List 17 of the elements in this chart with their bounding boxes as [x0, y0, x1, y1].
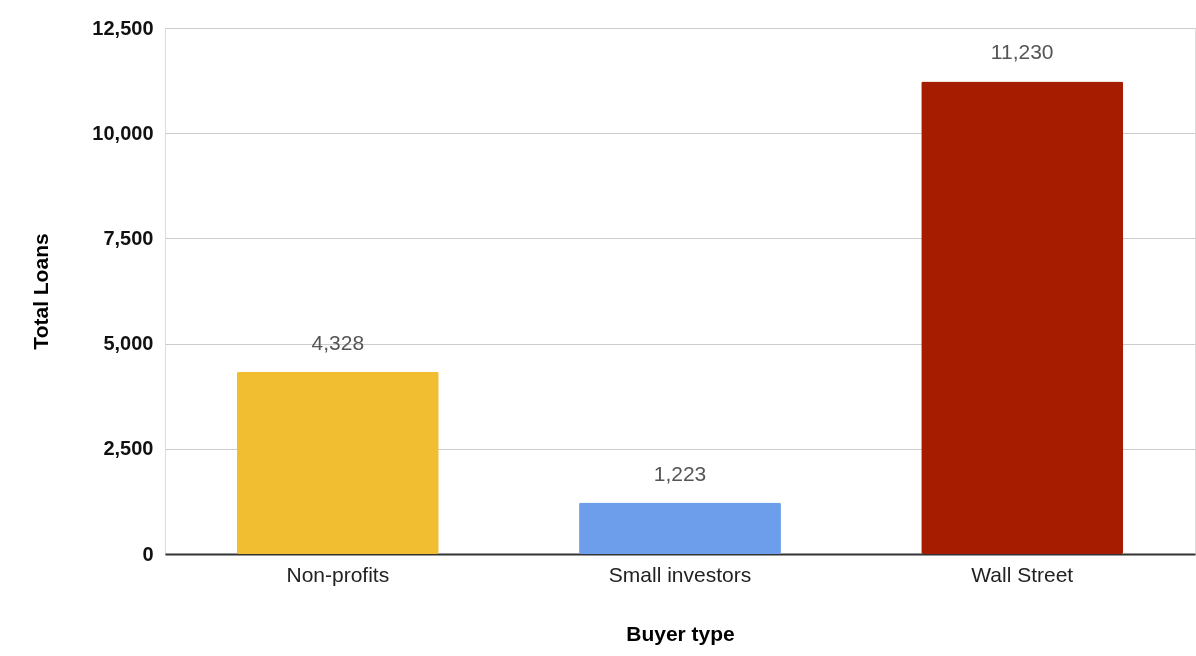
x-axis-title: Buyer type [626, 621, 735, 645]
y-tick-label: 2,500 [103, 437, 154, 460]
data-label: 11,230 [990, 40, 1054, 64]
data-label: 1,223 [653, 461, 707, 485]
bar [921, 81, 1124, 554]
y-tick-label: 5,000 [103, 332, 154, 355]
x-tick-label: Small investors [608, 562, 752, 586]
bar [236, 371, 439, 554]
y-tick-label: 10,000 [92, 121, 154, 144]
y-tick-label: 7,500 [103, 226, 154, 249]
x-tick-label: Non-profits [286, 562, 390, 586]
x-tick-label: Wall Street [971, 562, 1074, 586]
y-axis-title: Total Loans [29, 233, 53, 350]
y-tick-label: 0 [142, 542, 154, 565]
bar [579, 502, 781, 554]
data-label: 4,328 [311, 330, 365, 354]
y-tick-label: 12,500 [92, 16, 154, 39]
